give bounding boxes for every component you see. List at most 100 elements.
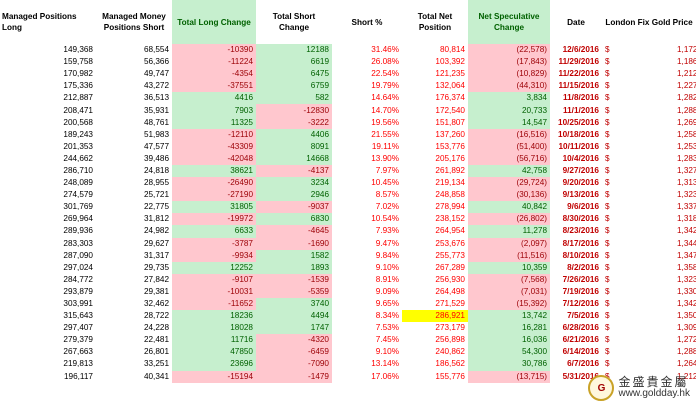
long-change-cell: -9934 bbox=[172, 249, 256, 262]
table-row: 219,813 33,251 23696 -7090 13.14% 186,562 30,7… bbox=[0, 358, 696, 371]
gold-price-cell: 1,350.75 bbox=[677, 311, 696, 321]
short-pct-cell: 10.54% bbox=[371, 214, 399, 224]
net-spec-change-cell: 20,733 bbox=[468, 104, 550, 117]
table-row: 297,024 29,735 12252 1893 9.10% 267,289 10,359… bbox=[0, 261, 696, 274]
short-change-cell: -5359 bbox=[256, 285, 332, 298]
net-spec-change-cell: (51,400) bbox=[468, 140, 550, 153]
gold-price-cell: 1,347.70 bbox=[677, 250, 696, 260]
short-pct-cell: 19.79% bbox=[371, 81, 399, 91]
gold-price-cell: 1,327.00 bbox=[677, 165, 696, 175]
net-spec-change-cell: (22,578) bbox=[468, 44, 550, 57]
long-positions-cell: 212,887 bbox=[63, 93, 93, 103]
gold-price-cell: 1,172.50 bbox=[677, 45, 696, 55]
long-positions-cell: 284,772 bbox=[63, 274, 93, 284]
short-positions-cell: 28,955 bbox=[143, 178, 169, 188]
gold-price-cell: 1,283.30 bbox=[677, 153, 696, 163]
date-cell: 7/19/2016 bbox=[562, 286, 599, 296]
long-change-cell: -4354 bbox=[172, 68, 256, 81]
short-positions-cell: 35,931 bbox=[143, 105, 169, 115]
date-cell: 9/20/2016 bbox=[562, 178, 599, 188]
short-positions-cell: 29,627 bbox=[143, 238, 169, 248]
currency-cell: $ bbox=[605, 262, 610, 272]
currency-cell: $ bbox=[605, 335, 610, 345]
currency-cell: $ bbox=[605, 129, 610, 139]
short-change-cell: 3234 bbox=[256, 177, 332, 190]
date-cell: 8/23/2016 bbox=[562, 226, 599, 236]
currency-cell: $ bbox=[605, 286, 610, 296]
short-pct-cell: 9.65% bbox=[375, 299, 399, 309]
long-change-cell: -3787 bbox=[172, 237, 256, 250]
date-cell: 6/28/2016 bbox=[562, 323, 599, 333]
long-change-cell: 4416 bbox=[172, 92, 256, 105]
gold-price-cell: 1,212.10 bbox=[677, 371, 696, 381]
short-change-cell: -1690 bbox=[256, 237, 332, 250]
short-positions-cell: 47,577 bbox=[143, 141, 169, 151]
long-positions-cell: 267,663 bbox=[63, 347, 93, 357]
net-spec-change-cell: (17,843) bbox=[468, 56, 550, 69]
long-positions-cell: 315,643 bbox=[63, 311, 93, 321]
currency-cell: $ bbox=[605, 299, 610, 309]
cot-gold-table: Managed Positions Long Managed Money Posi… bbox=[0, 0, 696, 383]
long-positions-cell: 286,710 bbox=[63, 165, 93, 175]
long-positions-cell: 159,758 bbox=[63, 57, 93, 67]
currency-cell: $ bbox=[605, 202, 610, 212]
net-position-cell: 103,392 bbox=[435, 57, 465, 67]
currency-cell: $ bbox=[605, 323, 610, 333]
currency-cell: $ bbox=[605, 359, 610, 369]
goldday-logo-icon: G bbox=[588, 375, 615, 401]
long-positions-cell: 303,991 bbox=[63, 299, 93, 309]
short-change-cell: -4320 bbox=[256, 334, 332, 347]
short-positions-cell: 25,721 bbox=[143, 190, 169, 200]
short-positions-cell: 68,554 bbox=[143, 45, 169, 55]
short-change-cell: 8091 bbox=[256, 140, 332, 153]
table-row: 212,887 36,513 4416 582 14.64% 176,374 3,834 11… bbox=[0, 92, 696, 105]
date-cell: 10/25/2016 bbox=[558, 117, 599, 127]
long-positions-cell: 297,407 bbox=[63, 323, 93, 333]
gold-price-cell: 1,282.35 bbox=[677, 93, 696, 103]
short-change-cell: 2946 bbox=[256, 189, 332, 202]
date-cell: 10/18/2016 bbox=[558, 129, 599, 139]
long-change-cell: 6633 bbox=[172, 225, 256, 238]
header-short: Short % bbox=[351, 17, 383, 27]
short-pct-cell: 19.11% bbox=[371, 141, 399, 151]
net-spec-change-cell: (7,568) bbox=[468, 273, 550, 286]
short-positions-cell: 31,812 bbox=[143, 214, 169, 224]
date-cell: 7/12/2016 bbox=[562, 299, 599, 309]
short-pct-cell: 8.34% bbox=[375, 311, 399, 321]
short-pct-cell: 19.56% bbox=[371, 117, 399, 127]
short-positions-cell: 26,801 bbox=[143, 347, 169, 357]
net-position-cell: 264,954 bbox=[435, 226, 465, 236]
long-positions-cell: 274,579 bbox=[63, 190, 93, 200]
short-positions-cell: 22,481 bbox=[143, 335, 169, 345]
date-cell: 9/6/2016 bbox=[567, 202, 599, 212]
short-positions-cell: 32,462 bbox=[143, 299, 169, 309]
gold-price-cell: 1,269.40 bbox=[677, 117, 696, 127]
short-positions-cell: 29,735 bbox=[143, 262, 169, 272]
net-position-cell: 267,289 bbox=[435, 262, 465, 272]
gold-price-cell: 1,227.65 bbox=[677, 81, 696, 91]
watermark-chinese: 金盛貴金屬 bbox=[618, 375, 689, 389]
currency-cell: $ bbox=[605, 165, 610, 175]
net-position-cell: 186,562 bbox=[435, 359, 465, 369]
table-row: 287,090 31,317 -9934 1582 9.84% 255,773 (11,51… bbox=[0, 249, 696, 262]
watermark-url: www.goldday.hk bbox=[618, 388, 690, 399]
date-cell: 8/2/2016 bbox=[567, 262, 599, 272]
long-change-cell: -43309 bbox=[172, 140, 256, 153]
table-row: 269,964 31,812 -19972 6830 10.54% 238,152 (26,… bbox=[0, 213, 696, 226]
gold-price-cell: 1,323.00 bbox=[677, 274, 696, 284]
date-cell: 7/26/2016 bbox=[562, 274, 599, 284]
long-positions-cell: 248,089 bbox=[63, 178, 93, 188]
gold-price-cell: 1,323.65 bbox=[677, 190, 696, 200]
net-spec-change-cell: (10,829) bbox=[468, 68, 550, 81]
long-change-cell: -19972 bbox=[172, 213, 256, 226]
long-change-cell: 18028 bbox=[172, 322, 256, 335]
short-change-cell: 582 bbox=[256, 92, 332, 105]
long-change-cell: -12110 bbox=[172, 128, 256, 141]
currency-cell: $ bbox=[605, 45, 610, 55]
short-change-cell: -4137 bbox=[256, 164, 332, 178]
short-change-cell: 12188 bbox=[256, 44, 332, 57]
short-pct-cell: 7.53% bbox=[375, 323, 399, 333]
currency-cell: $ bbox=[605, 69, 610, 79]
short-pct-cell: 8.91% bbox=[375, 274, 399, 284]
net-position-cell: 264,498 bbox=[435, 286, 465, 296]
